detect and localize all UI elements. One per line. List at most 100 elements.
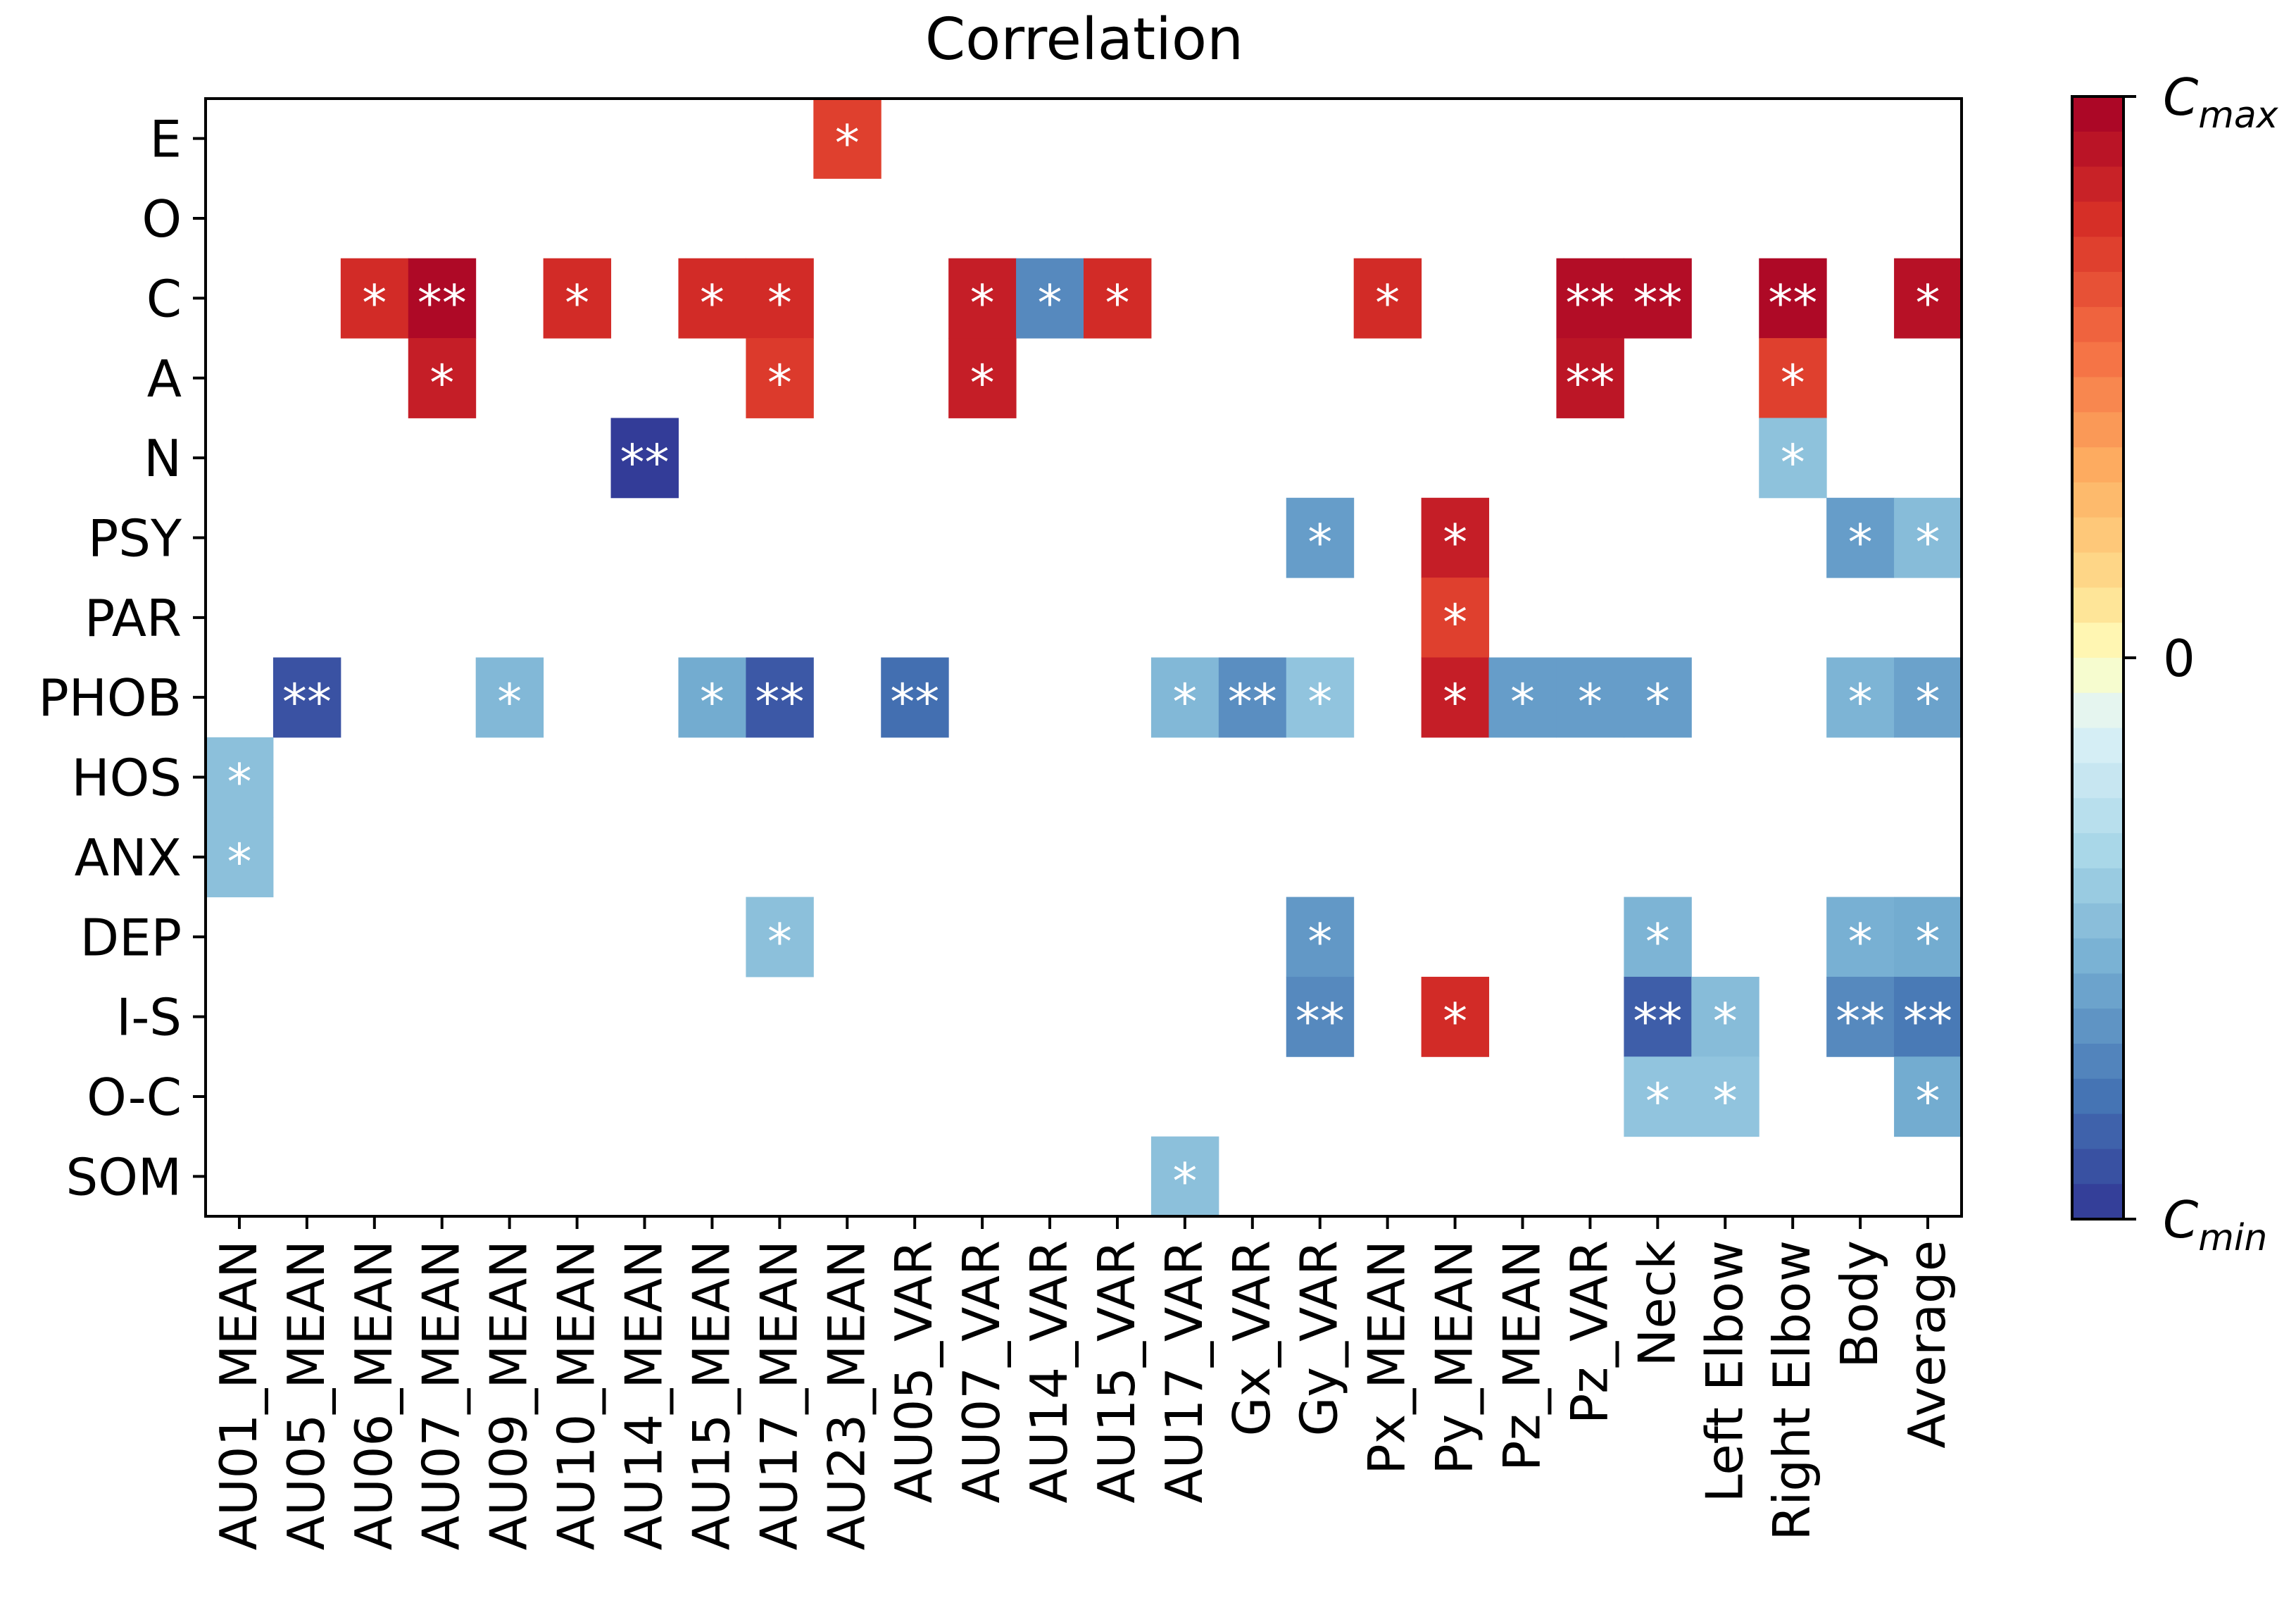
heatmap-cell — [746, 657, 814, 738]
x-tick-label: AU15_VAR — [1087, 1240, 1146, 1504]
y-tick-label: ANX — [75, 828, 182, 887]
heatmap-cell — [475, 657, 544, 738]
cell-significance-label: * — [1916, 513, 1940, 571]
cell-significance-label: * — [767, 913, 792, 970]
cell-significance-label: * — [1105, 274, 1129, 332]
heatmap-cell — [1894, 497, 1962, 578]
heatmap-cell — [1556, 258, 1624, 339]
heatmap-cell — [881, 657, 949, 738]
cell-significance-label: ** — [755, 673, 804, 731]
colorbar-segment — [2072, 201, 2124, 237]
colorbar-segment — [2072, 1078, 2124, 1115]
colorbar-segment — [2072, 552, 2124, 588]
cell-significance-label: * — [1645, 1073, 1670, 1130]
colorbar-segment — [2072, 1149, 2124, 1185]
x-tick-label: AU23_MEAN — [817, 1240, 876, 1550]
x-axis: AU01_MEAN AU05_MEAN AU06_MEAN AU07_MEAN AU09… — [209, 1216, 1957, 1550]
heatmap-cell — [1624, 976, 1692, 1057]
colorbar-segment — [2072, 306, 2124, 343]
heatmap-cell — [1556, 338, 1624, 418]
cell-significance-label: * — [700, 274, 724, 332]
cell-significance-label: ** — [1565, 274, 1614, 332]
heatmap-cell — [1894, 1056, 1962, 1137]
heatmap-cell — [1556, 657, 1624, 738]
heatmap-cell — [1286, 497, 1355, 578]
heatmap-cell — [1826, 976, 1895, 1057]
cell-significance-label: ** — [890, 673, 939, 731]
colorbar-segment — [2072, 237, 2124, 273]
heatmap-cell — [1286, 976, 1355, 1057]
heatmap-cell — [1826, 497, 1895, 578]
y-tick-label: I-S — [116, 988, 182, 1047]
heatmap-cell — [1218, 657, 1287, 738]
y-tick-label: C — [146, 269, 182, 328]
y-tick-label: E — [150, 110, 182, 169]
heatmap-cell — [408, 338, 477, 418]
heatmap-cell — [1286, 897, 1355, 978]
y-tick-label: PAR — [84, 589, 182, 648]
colorbar-segment — [2072, 623, 2124, 658]
cell-significance-label: * — [1307, 513, 1332, 571]
x-tick-label: Pz_VAR — [1560, 1240, 1619, 1424]
cell-significance-label: ** — [620, 434, 670, 492]
heatmap-cell — [206, 737, 274, 818]
heatmap-cell — [1894, 897, 1962, 978]
heatmap-cell — [408, 258, 477, 339]
cell-significance-label: * — [1172, 1152, 1197, 1210]
cell-significance-label: * — [1375, 274, 1400, 332]
heatmap-cell — [1759, 418, 1827, 499]
heatmap-cell — [948, 258, 1017, 339]
x-tick-label: Body — [1830, 1240, 1889, 1368]
x-tick-label: Gx_VAR — [1222, 1240, 1281, 1436]
cell-significance-label: * — [1713, 1073, 1738, 1130]
heatmap-cell — [1150, 657, 1219, 738]
cell-significance-label: ** — [1768, 274, 1817, 332]
colorbar-segment — [2072, 166, 2124, 203]
heatmap-cell — [813, 99, 882, 179]
x-tick-label: AU15_MEAN — [682, 1240, 741, 1550]
heatmap-cell — [678, 258, 746, 339]
heatmap-cells — [206, 99, 1962, 1217]
y-tick-label: N — [144, 429, 182, 488]
y-tick-label: HOS — [71, 749, 182, 808]
x-tick-label: AU05_MEAN — [277, 1240, 336, 1550]
cell-significance-label: * — [227, 754, 251, 811]
cell-significance-label: ** — [1296, 993, 1345, 1051]
y-tick-label: PSY — [88, 508, 182, 568]
cell-significance-label: * — [767, 274, 792, 332]
cell-significance-label: ** — [1836, 993, 1885, 1051]
colorbar-segment — [2072, 658, 2124, 694]
x-tick-label: Py_MEAN — [1425, 1240, 1484, 1475]
colorbar-segment — [2072, 517, 2124, 554]
cell-significance-label: * — [497, 673, 522, 731]
colorbar-segment — [2072, 96, 2124, 132]
x-tick-label: Neck — [1627, 1240, 1686, 1367]
cell-significance-label: * — [1916, 673, 1940, 731]
heatmap-cell — [1421, 578, 1490, 658]
y-tick-label: SOM — [66, 1147, 182, 1206]
x-tick-label: AU17_VAR — [1155, 1240, 1214, 1503]
colorbar-segment — [2072, 377, 2124, 413]
colorbar-segment — [2072, 973, 2124, 1009]
cell-significance-label: * — [1713, 993, 1738, 1051]
cell-significance-label: ** — [418, 274, 467, 332]
plot-frame — [204, 97, 1963, 1218]
colorbar-segment — [2072, 728, 2124, 764]
colorbar: Cmax 0 Cmin — [2071, 68, 2279, 1259]
colorbar-tick-label: Cmin — [2163, 1190, 2267, 1259]
heatmap-cell — [1826, 657, 1895, 738]
heatmap-cell — [1624, 1056, 1692, 1137]
heatmap-cell — [1084, 258, 1152, 339]
x-tick-label: AU07_VAR — [952, 1240, 1011, 1504]
colorbar-segment — [2072, 447, 2124, 483]
heatmap-cell — [1286, 657, 1355, 738]
heatmap-cell — [1488, 657, 1557, 738]
cell-significance-label: * — [1645, 913, 1670, 970]
cell-significance-label: * — [1510, 673, 1535, 731]
cell-significance-label: ** — [1565, 354, 1614, 412]
cell-significance-label: ** — [1903, 993, 1952, 1051]
colorbar-segment — [2072, 903, 2124, 940]
heatmap-cell — [340, 258, 409, 339]
x-tick-label: AU05_VAR — [884, 1240, 943, 1504]
